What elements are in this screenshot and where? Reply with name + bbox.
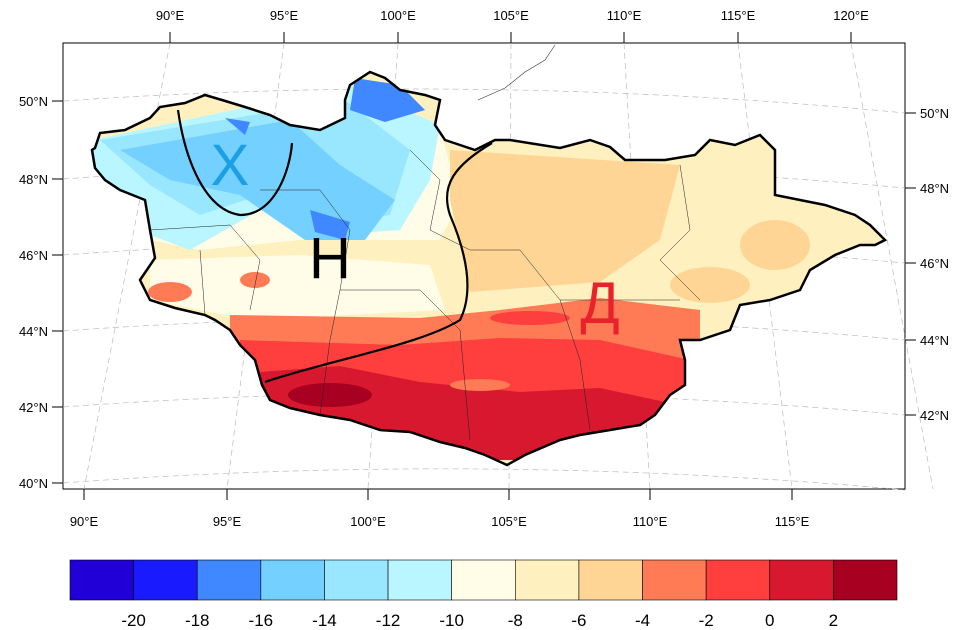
colorbar-swatch [705, 559, 771, 601]
region-label-d: Д [580, 271, 619, 336]
colorbar-swatch [515, 559, 580, 601]
colorbar-label: -8 [508, 611, 523, 630]
colorbar-label: -16 [249, 611, 274, 630]
colorbar-label: -2 [699, 611, 714, 630]
left-lat-label: 48°N [19, 172, 48, 187]
right-lat-label: 46°N [920, 256, 949, 271]
meridian-line [850, 42, 934, 490]
colorbar-swatch [196, 559, 262, 601]
colorbar-label: -12 [376, 611, 401, 630]
province-borders [149, 149, 701, 441]
colorbar-swatch [133, 559, 198, 601]
left-lat-label: 50°N [19, 94, 48, 109]
top-lon-label: 115°E [721, 8, 756, 23]
right-lat-label: 44°N [920, 333, 949, 348]
colorbar-swatch [833, 559, 898, 601]
colorbar-swatch [578, 559, 643, 601]
right-lat-label: 48°N [920, 181, 949, 196]
colorbar-label: -18 [185, 611, 210, 630]
colorbar-label: -14 [312, 611, 337, 630]
top-lon-label: 100°E [380, 8, 416, 23]
left-lat-label: 44°N [19, 324, 48, 339]
colorbar: -20 -18 -16 -14 -12 -10 -8 -6 -4 -2 0 2 [69, 559, 898, 630]
bottom-lon-label: 90°E [70, 514, 99, 529]
bottom-lon-label: 100°E [350, 514, 386, 529]
bottom-lon-label: 95°E [213, 514, 242, 529]
axis-ticks: 90°E 95°E 100°E 105°E 110°E 115°E 120°E 90°E 95°… [19, 8, 949, 529]
parallel-line [62, 88, 906, 114]
colorbar-label: -10 [439, 611, 464, 630]
top-lon-label: 105°E [493, 8, 529, 23]
colorbar-swatch [387, 559, 452, 601]
left-lat-label: 46°N [19, 248, 48, 263]
bottom-lon-label: 105°E [491, 514, 527, 529]
colorbar-swatch [451, 559, 516, 601]
top-lon-label: 110°E [607, 8, 642, 23]
neighbor-border [477, 44, 556, 101]
colorbar-swatch [324, 559, 389, 601]
bottom-lon-label: 115°E [775, 514, 810, 529]
colorbar-swatch [769, 559, 834, 601]
colorbar-swatch [260, 559, 325, 601]
top-lon-label: 120°E [833, 8, 869, 23]
country-outline [90, 70, 888, 467]
region-label-n: Н [309, 226, 351, 291]
left-lat-label: 40°N [19, 476, 48, 491]
bottom-lon-label: 110°E [633, 514, 668, 529]
zone-boundary-ellipse [176, 109, 294, 217]
colorbar-label: -20 [121, 611, 146, 630]
top-lon-label: 95°E [270, 8, 299, 23]
top-lon-label: 90°E [156, 8, 185, 23]
left-lat-label: 42°N [19, 400, 48, 415]
colorbar-label: 0 [765, 611, 774, 630]
colorbar-label: -4 [635, 611, 650, 630]
right-lat-label: 50°N [920, 106, 949, 121]
parallel-line [62, 468, 906, 491]
colorbar-swatch [642, 559, 707, 601]
colorbar-label: 2 [829, 611, 838, 630]
colorbar-label: -6 [571, 611, 586, 630]
zone-boundary-line [264, 142, 493, 384]
right-lat-label: 42°N [920, 408, 949, 423]
colorbar-swatch [69, 559, 134, 601]
region-label-x: Х [211, 133, 250, 198]
